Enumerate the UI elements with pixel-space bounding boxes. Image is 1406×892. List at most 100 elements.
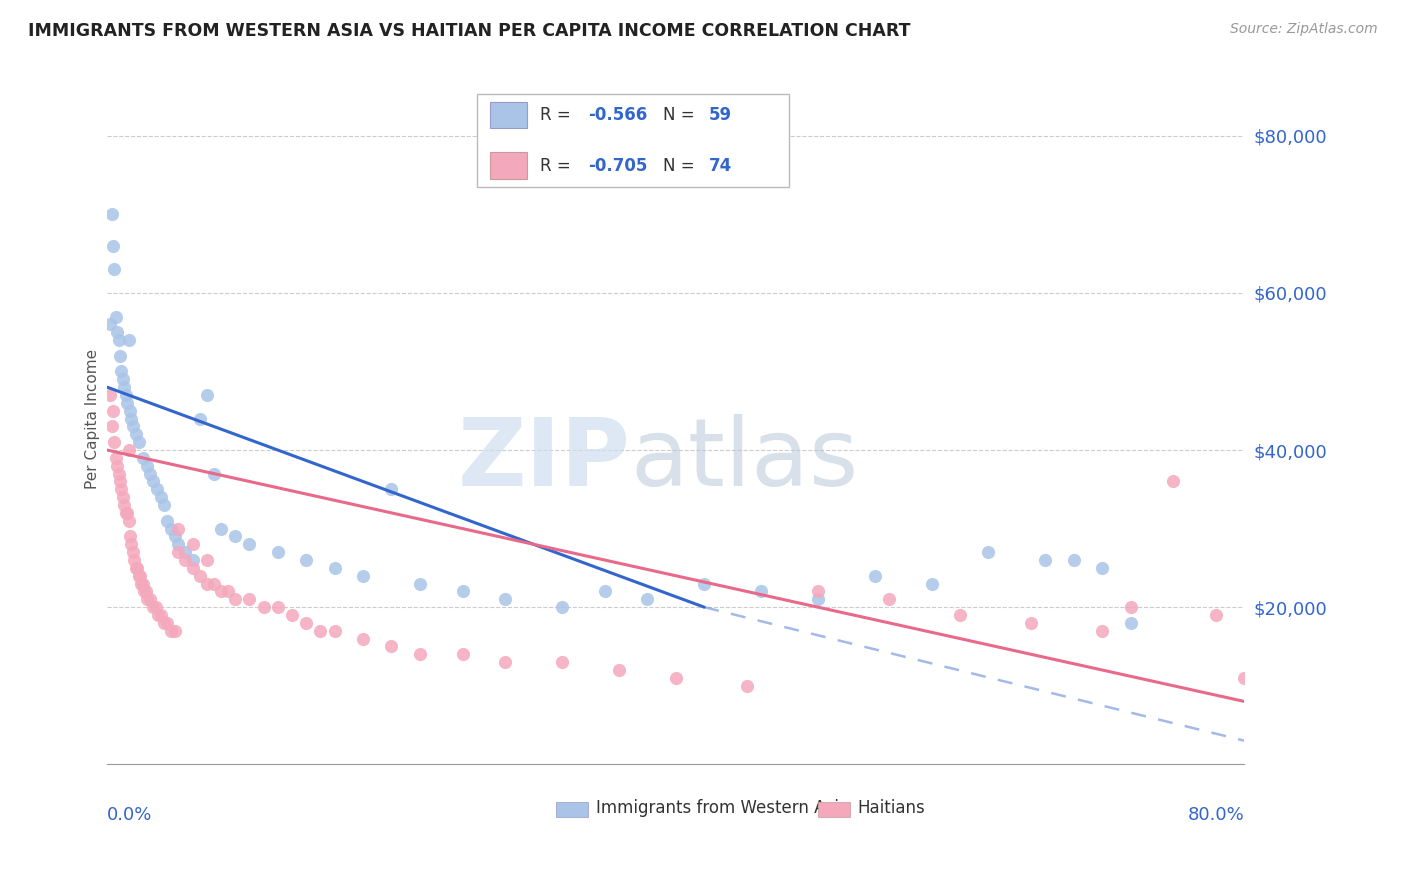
Point (202, 467, 225, 481)
Point (111, 490, 134, 504)
Text: -0.705: -0.705 (588, 157, 648, 175)
Point (181, 561, 204, 575)
Point (352, 632, 374, 646)
Text: IMMIGRANTS FROM WESTERN ASIA VS HAITIAN PER CAPITA INCOME CORRELATION CHART: IMMIGRANTS FROM WESTERN ASIA VS HAITIAN … (28, 22, 911, 40)
Point (551, 600, 574, 615)
Point (1091, 561, 1114, 575)
Point (120, 537, 142, 551)
Point (146, 483, 169, 497)
Point (494, 655, 516, 669)
Point (118, 404, 141, 418)
Point (128, 435, 150, 450)
Point (134, 584, 156, 599)
Point (1033, 553, 1056, 567)
Point (114, 506, 136, 520)
Point (167, 545, 190, 559)
Point (108, 475, 131, 489)
Point (112, 380, 135, 394)
Point (494, 592, 516, 607)
Point (112, 498, 135, 512)
Text: 74: 74 (709, 157, 733, 175)
Text: Source: ZipAtlas.com: Source: ZipAtlas.com (1230, 22, 1378, 37)
Point (124, 427, 146, 442)
Point (451, 648, 474, 662)
Point (136, 592, 159, 607)
FancyBboxPatch shape (477, 94, 789, 187)
Point (139, 467, 162, 481)
Point (107, 333, 129, 347)
Point (195, 388, 218, 402)
Point (217, 584, 239, 599)
Point (160, 624, 183, 638)
Point (323, 624, 346, 638)
Point (188, 568, 211, 582)
Text: R =: R = (540, 157, 576, 175)
Point (101, 404, 124, 418)
Point (1019, 615, 1042, 630)
Point (122, 553, 145, 567)
Point (165, 624, 187, 638)
Text: 80.0%: 80.0% (1188, 805, 1244, 823)
Point (110, 364, 132, 378)
Point (1205, 607, 1227, 622)
Text: ZIP: ZIP (457, 414, 630, 506)
Point (209, 584, 232, 599)
Point (153, 498, 176, 512)
Point (202, 576, 225, 591)
Point (451, 584, 474, 599)
Bar (818, 802, 849, 817)
Point (145, 600, 167, 615)
Point (409, 648, 432, 662)
Point (593, 584, 616, 599)
Point (749, 584, 772, 599)
Point (107, 467, 129, 481)
Point (1091, 624, 1114, 638)
Point (409, 576, 432, 591)
Point (551, 655, 574, 669)
Point (224, 592, 246, 607)
Point (309, 624, 332, 638)
Point (238, 592, 260, 607)
Point (110, 483, 132, 497)
Point (105, 325, 128, 339)
Point (921, 576, 943, 591)
Point (135, 584, 157, 599)
Point (1119, 600, 1142, 615)
Text: 0.0%: 0.0% (107, 805, 153, 823)
Point (150, 607, 173, 622)
Point (153, 615, 176, 630)
Point (380, 640, 402, 654)
Point (139, 592, 162, 607)
Point (181, 537, 204, 551)
Point (115, 506, 138, 520)
Point (156, 615, 179, 630)
Point (132, 450, 155, 465)
Text: -0.566: -0.566 (588, 106, 647, 124)
Point (380, 483, 402, 497)
Point (281, 607, 304, 622)
Point (1119, 615, 1142, 630)
Point (735, 679, 758, 693)
Point (105, 458, 128, 473)
Point (100, 207, 122, 221)
Point (195, 576, 218, 591)
Point (295, 615, 318, 630)
Point (174, 545, 197, 559)
Point (129, 568, 152, 582)
Point (148, 607, 170, 622)
Point (174, 553, 197, 567)
Point (142, 600, 165, 615)
Point (150, 490, 173, 504)
Point (108, 349, 131, 363)
Point (101, 239, 124, 253)
Point (863, 568, 886, 582)
Point (98, 388, 121, 402)
Point (124, 561, 146, 575)
Point (98, 318, 121, 332)
Point (1063, 553, 1085, 567)
Y-axis label: Per Capita Income: Per Capita Income (86, 349, 100, 489)
Point (224, 529, 246, 543)
Point (117, 514, 139, 528)
Point (181, 553, 204, 567)
Point (104, 310, 127, 324)
